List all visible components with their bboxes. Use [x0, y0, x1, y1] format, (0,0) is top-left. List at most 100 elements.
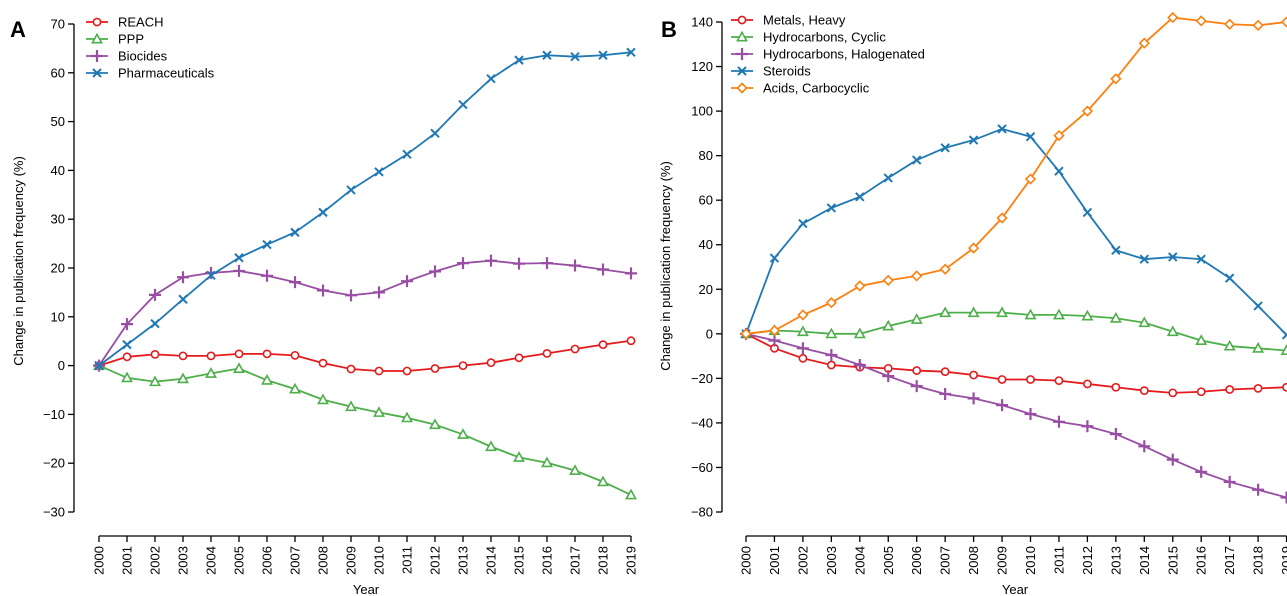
y-tick-label: 40: [51, 163, 65, 178]
data-point: [457, 257, 469, 270]
legend-item: Acids, Carbocyclic: [731, 81, 870, 96]
x-tick-label: 2018: [1251, 546, 1266, 575]
x-tick-label: 2003: [176, 546, 191, 575]
y-tick-label: −60: [691, 460, 713, 475]
x-tick-label: 2001: [767, 546, 782, 575]
legend-item: REACH: [86, 15, 164, 30]
data-point: [374, 366, 384, 376]
data-point: [996, 212, 1008, 224]
y-tick-label: 140: [691, 15, 713, 30]
data-point: [967, 306, 980, 318]
data-point: [178, 294, 188, 304]
x-tick-label: 2017: [1222, 546, 1237, 575]
series-hydrocarbons-halogenated: [740, 327, 1287, 504]
data-point: [967, 392, 980, 405]
x-tick-label: 2005: [232, 546, 247, 575]
y-tick-label: 60: [51, 65, 65, 80]
data-point: [121, 318, 133, 331]
y-tick-label: 20: [51, 261, 65, 276]
data-point: [569, 464, 581, 476]
legend-label: Pharmaceuticals: [118, 66, 215, 81]
data-point: [825, 327, 838, 339]
data-point: [625, 267, 637, 280]
panel-a-chart: A −30 −20 −10 0 10 20 30 40 50 60 70 2000 2001 2002 20…: [10, 15, 639, 596]
data-point: [570, 51, 580, 62]
legend-label: Hydrocarbons, Cyclic: [763, 30, 886, 45]
data-point: [1224, 18, 1236, 30]
x-tick-label: 2007: [938, 546, 953, 575]
data-point: [1281, 330, 1287, 340]
data-point: [1054, 166, 1064, 176]
data-point: [569, 259, 581, 272]
x-tick-label: 2004: [204, 546, 219, 575]
data-point: [1081, 420, 1094, 433]
x-tick-label: 2001: [120, 546, 135, 575]
data-point: [1138, 316, 1151, 328]
legend-marker: [92, 68, 102, 78]
series-metals-heavy: [741, 329, 1287, 398]
data-point: [486, 358, 496, 368]
x-tick-label: 2010: [372, 546, 387, 575]
data-point: [1054, 376, 1064, 385]
data-point: [826, 203, 837, 213]
legend-label: Acids, Carbocyclic: [763, 81, 870, 96]
legend-marker: [736, 30, 748, 42]
data-point: [939, 387, 952, 400]
x-tick-label: 2016: [1194, 546, 1209, 575]
series-line: [98, 339, 632, 372]
data-point: [996, 306, 1009, 318]
data-point: [882, 370, 895, 383]
panel-a-plot: −30 −20 −10 0 10 20 30 40 50 60 70 2000 2001 2002 2003…: [43, 15, 639, 575]
data-point: [345, 289, 357, 302]
y-tick-label: −80: [691, 505, 713, 520]
data-point: [206, 270, 216, 281]
data-point: [1111, 245, 1121, 256]
series-line: [745, 333, 1287, 394]
x-tick-label: 2017: [568, 546, 583, 575]
data-point: [910, 313, 923, 324]
data-point: [541, 456, 553, 468]
data-point: [429, 265, 441, 278]
data-point: [1024, 408, 1037, 420]
data-point: [458, 99, 468, 110]
data-point: [346, 185, 356, 195]
y-tick-label: 120: [691, 59, 713, 74]
data-point: [1081, 309, 1094, 321]
data-point: [796, 325, 809, 337]
data-point: [1166, 453, 1179, 466]
data-point: [1026, 375, 1035, 384]
panel-b-x-axis-title: Year: [1002, 582, 1029, 596]
data-point: [967, 242, 980, 254]
legend-item: Pharmaceuticals: [86, 66, 215, 81]
y-tick-label: 40: [699, 237, 713, 252]
y-tick-label: 70: [51, 17, 65, 32]
x-tick-label: 2000: [92, 546, 107, 575]
data-point: [883, 173, 893, 183]
x-tick-label: 2007: [288, 546, 303, 575]
x-tick-label: 2019: [1279, 546, 1287, 575]
y-tick-label: 10: [51, 309, 65, 324]
data-point: [289, 276, 301, 289]
y-tick-label: 0: [58, 358, 65, 373]
legend-label: Hydrocarbons, Halogenated: [763, 47, 925, 62]
data-point: [261, 269, 273, 282]
x-tick-label: 2006: [260, 546, 275, 575]
y-tick-label: 80: [699, 148, 713, 163]
data-point: [1225, 385, 1235, 394]
data-point: [625, 488, 637, 500]
panel-b-plot: −80 −60 −40 −20 0 20 40 60 80 100 120 140 2000 2001 20…: [691, 11, 1287, 575]
x-tick-label: 2000: [739, 546, 754, 575]
data-point: [1167, 11, 1179, 24]
data-point: [855, 192, 865, 202]
data-point: [317, 284, 329, 297]
data-point: [149, 288, 161, 301]
data-point: [318, 207, 328, 218]
data-point: [289, 382, 301, 394]
series-acids-carbocyclic: [740, 11, 1287, 340]
data-point: [626, 47, 636, 58]
legend-item: Biocides: [86, 49, 168, 64]
data-point: [150, 349, 160, 359]
data-point: [541, 257, 553, 270]
data-point: [234, 349, 244, 359]
